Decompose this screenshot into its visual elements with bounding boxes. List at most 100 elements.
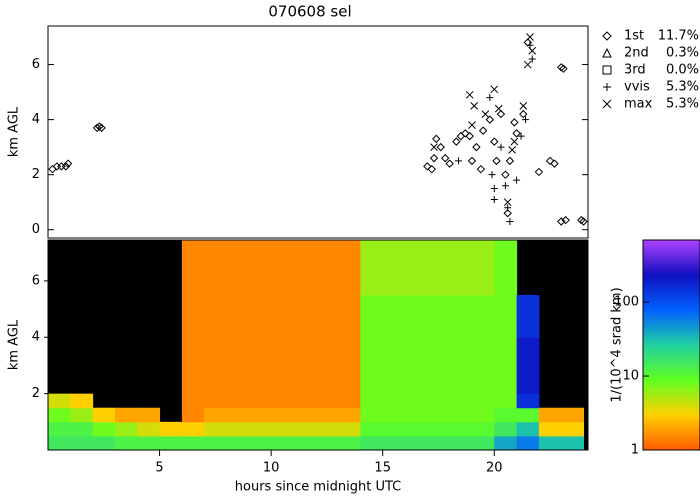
heatmap-cell [181,337,205,381]
heatmap-cell [293,421,317,437]
marker [485,115,495,124]
marker [465,90,474,99]
x-tick-label: 20 [486,461,503,476]
heatmap-cell [338,240,361,296]
marker [503,209,512,218]
legend-label: max [624,97,653,112]
marker [455,157,463,165]
heatmap-cell [204,337,228,381]
heatmap-cell [293,407,317,423]
marker [445,159,454,168]
heatmap-cell [494,393,518,409]
legend-label: 1st [624,29,644,44]
heatmap-cell [382,379,406,395]
heatmap-cell [248,435,272,451]
colorbar-label: 1/(10^4 srad km) [610,287,625,402]
heatmap-cell [293,294,317,338]
heatmap-cell [293,379,317,395]
heatmap-cell [271,294,294,338]
heatmap-cell [226,240,250,296]
heatmap-cell [226,421,250,437]
y-tick-label: 2 [32,386,40,401]
heatmap-cell [427,407,451,423]
marker [97,123,106,133]
heatmap-cell [48,407,71,423]
x-tick-label: 10 [263,461,280,476]
marker [577,215,586,225]
heatmap-cell [315,379,339,395]
heatmap-cell [427,379,451,395]
heatmap-cell [204,379,228,395]
heatmap-cell [449,379,473,395]
heatmap-cell [360,240,384,296]
heatmap-cell [70,393,94,409]
legend-share: 0.3% [666,46,699,61]
heatmap-cell [516,294,540,338]
y-axis-label: km AGL [7,319,22,370]
marker [528,55,536,63]
marker [496,109,506,119]
colorbar-tick-label: 1 [631,443,639,458]
marker [497,143,505,151]
heatmap-cell [382,421,406,437]
marker [501,170,510,179]
marker [512,129,521,138]
heatmap-cell [271,407,294,423]
colorbar-tick-label: 10 [622,369,639,384]
y-tick-label: 6 [32,273,40,288]
colorbar-tick-label: 100 [614,295,639,310]
heatmap-cell [427,435,451,451]
marker [490,85,499,94]
heatmap-cell [226,294,250,338]
heatmap-cell [248,421,272,437]
heatmap-cell [449,337,473,381]
heatmap-cell [248,379,272,395]
heatmap-cell [226,379,250,395]
heatmap-cell [360,294,384,338]
marker [490,137,499,146]
chart-title: 070608 sel [268,3,351,21]
heatmap-cell [248,337,272,381]
marker [472,142,481,152]
heatmap-cell [471,337,495,381]
heatmap-cell [471,379,495,395]
y-tick-label: 0 [32,222,40,237]
marker [476,164,486,174]
heatmap-cell [449,407,473,423]
heatmap-cell [338,435,361,451]
heatmap-cell [494,240,518,296]
heatmap-cell [137,421,161,437]
heatmap-cell [405,393,428,409]
heatmap-cell [360,379,384,395]
marker [579,217,588,226]
heatmap-cell [494,407,518,423]
marker [517,132,525,140]
marker [427,164,437,174]
marker [523,60,532,69]
heatmap-cell [70,407,94,423]
marker [510,137,519,146]
y-tick-label: 4 [32,112,40,127]
x-axis-label: hours since midnight UTC [235,480,401,495]
heatmap-cell [271,337,294,381]
marker [523,38,532,47]
y-axis-label: km AGL [7,106,22,157]
heatmap-cell [538,421,562,437]
heatmap-cell [516,407,540,423]
heatmap-cell [427,240,451,296]
heatmap-cell [137,435,161,451]
marker [467,156,477,166]
heatmap-cell [315,435,339,451]
legend-marker [602,31,612,41]
heatmap-cell [360,337,384,381]
heatmap-cell [181,435,205,451]
heatmap-cell [315,421,339,437]
heatmap-cell [70,435,94,451]
marker [486,94,494,102]
heatmap-cell [494,337,518,381]
heatmap-cell [538,435,562,451]
heatmap-cell [338,407,361,423]
heatmap-cell [271,421,294,437]
plot-frame [47,25,589,239]
